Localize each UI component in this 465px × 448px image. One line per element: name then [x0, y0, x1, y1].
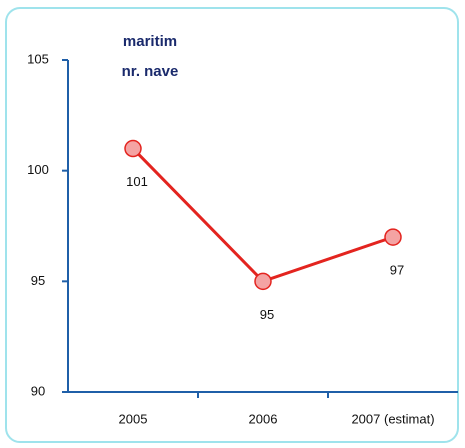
data-label: 97 — [390, 263, 404, 278]
chart-subtitle: nr. nave — [122, 63, 179, 80]
x-tick-label: 2007 (estimat) — [351, 411, 434, 426]
data-label: 101 — [126, 174, 148, 189]
marker — [254, 272, 272, 291]
marker — [384, 228, 402, 246]
data-label: 95 — [260, 307, 274, 322]
x-tick-label: 2005 — [119, 411, 148, 426]
y-tick-label: 100 — [27, 162, 49, 177]
marker — [124, 139, 142, 158]
chart-title: maritim — [123, 33, 177, 50]
y-tick-label: 105 — [27, 51, 49, 66]
y-tick-label: 95 — [31, 273, 45, 288]
y-tick-label: 90 — [31, 383, 45, 398]
x-tick-label: 2006 — [249, 411, 278, 426]
chart-border — [5, 7, 459, 443]
